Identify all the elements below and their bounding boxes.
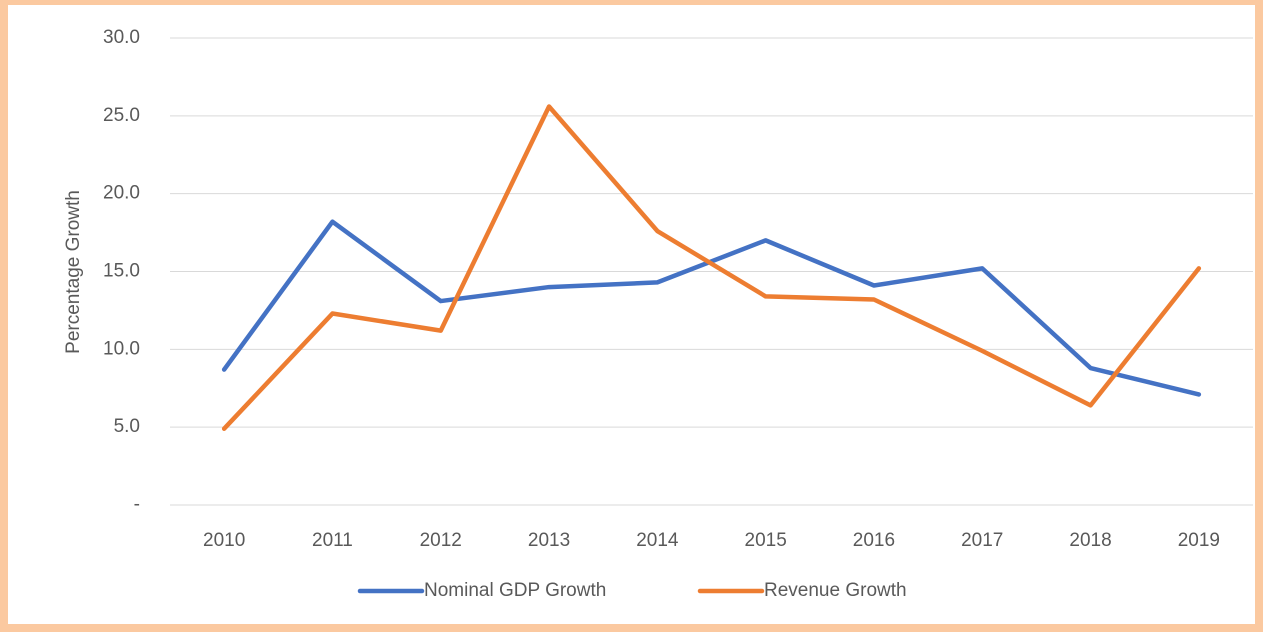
y-tick-label: 15.0 bbox=[103, 261, 140, 282]
x-tick-label: 2014 bbox=[636, 530, 679, 551]
x-tick-label: 2010 bbox=[203, 530, 245, 551]
x-tick-label: 2013 bbox=[528, 530, 570, 551]
y-tick-label: 25.0 bbox=[103, 105, 140, 126]
series-line bbox=[221, 104, 1202, 431]
y-tick-label: - bbox=[134, 494, 140, 515]
x-tick-label: 2015 bbox=[745, 530, 787, 551]
legend-label: Revenue Growth bbox=[764, 580, 907, 601]
y-tick-label: 30.0 bbox=[103, 27, 140, 48]
chart: Percentage Growth - 5.0 10.0 15.0 20.0 25.0 30… bbox=[63, 27, 1253, 601]
y-tick-label: 10.0 bbox=[103, 338, 140, 359]
y-tick-label: 5.0 bbox=[114, 416, 140, 437]
x-tick-label: 2011 bbox=[312, 530, 353, 551]
legend-label: Nominal GDP Growth bbox=[424, 580, 606, 601]
y-tick-label: 20.0 bbox=[103, 183, 140, 204]
x-tick-label: 2017 bbox=[961, 530, 1003, 551]
series-line bbox=[221, 219, 1202, 397]
x-tick-label: 2018 bbox=[1069, 530, 1111, 551]
y-axis-label: Percentage Growth bbox=[63, 190, 84, 354]
x-tick-label: 2019 bbox=[1178, 530, 1220, 551]
x-tick-label: 2016 bbox=[853, 530, 895, 551]
x-tick-label: 2012 bbox=[420, 530, 462, 551]
